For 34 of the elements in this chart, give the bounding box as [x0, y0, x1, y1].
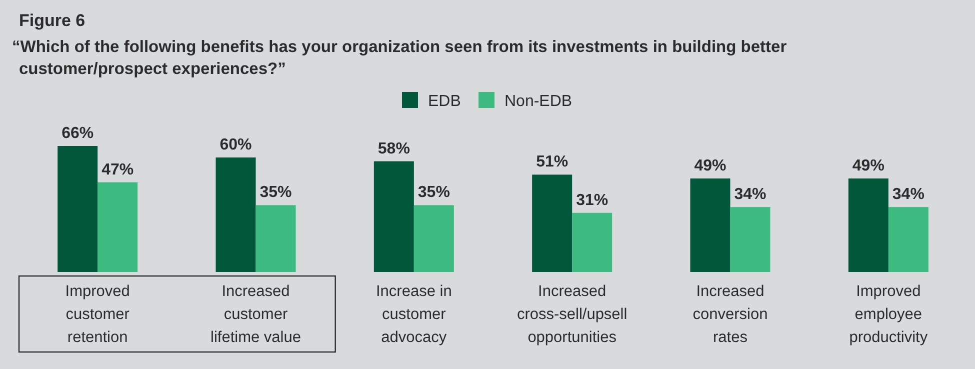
data-label: 49% — [852, 157, 884, 174]
bar — [216, 157, 256, 272]
data-label: 35% — [260, 184, 292, 202]
data-label: 51% — [536, 154, 568, 171]
x-tick-label: Improved employee productivity — [849, 283, 928, 346]
bar — [848, 178, 888, 272]
x-tick-label: Increased customer lifetime value — [210, 283, 301, 346]
bar — [690, 178, 730, 272]
data-label: 31% — [576, 192, 608, 209]
chart-subtitle: “Which of the following benefits has your organization seen from its investments in building better customer/prospect experiences?” — [12, 38, 788, 78]
bar — [58, 146, 98, 272]
bar — [572, 212, 612, 272]
data-label: 66% — [62, 125, 94, 142]
data-label: 47% — [102, 161, 134, 178]
bar — [374, 161, 414, 272]
chart-title: Figure 6 — [19, 11, 86, 30]
bar — [98, 182, 138, 272]
bar — [256, 205, 296, 272]
x-tick-label: Increase in customer advocacy — [376, 283, 452, 346]
data-label: 49% — [694, 157, 726, 174]
bar — [888, 207, 928, 272]
legend-label: Non-EDB — [504, 93, 572, 110]
x-tick-label: Increased conversion rates — [692, 283, 768, 346]
data-label: 35% — [418, 184, 450, 202]
bar — [532, 174, 572, 272]
bar — [414, 205, 454, 272]
x-tick-label: Increased cross-sell/upsell opportunities — [516, 283, 628, 346]
data-label: 58% — [378, 140, 410, 158]
data-label: 34% — [734, 186, 766, 204]
bar — [730, 207, 770, 272]
data-label: 34% — [892, 186, 924, 204]
data-label: 60% — [220, 136, 252, 154]
legend-label: EDB — [428, 93, 461, 110]
x-tick-label: Improved customer retention — [65, 283, 130, 346]
